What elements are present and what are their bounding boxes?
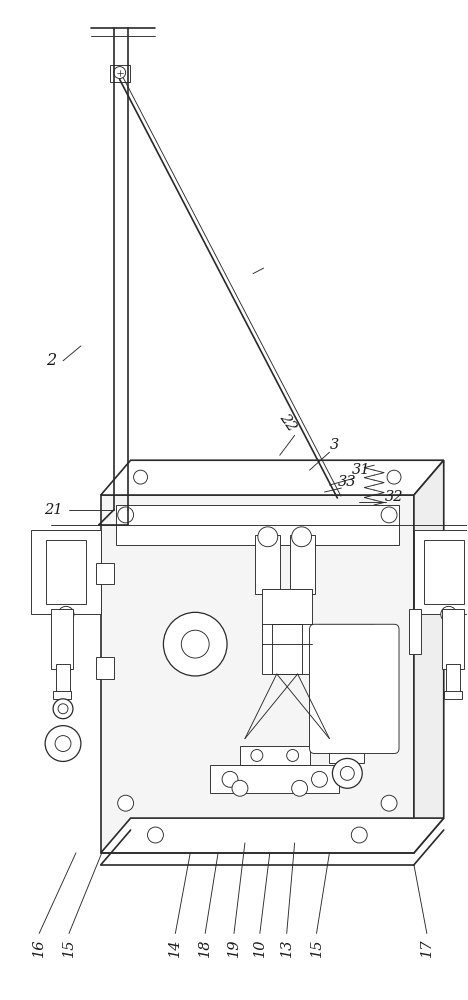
Text: 10: 10 xyxy=(253,938,267,957)
Circle shape xyxy=(251,750,263,761)
Bar xyxy=(442,609,464,669)
Circle shape xyxy=(292,527,312,547)
Bar xyxy=(96,563,114,584)
Text: 3: 3 xyxy=(330,438,339,452)
Text: 15: 15 xyxy=(309,938,323,957)
Bar xyxy=(329,719,364,763)
Bar xyxy=(116,505,399,545)
Bar xyxy=(444,691,461,699)
Bar xyxy=(31,530,101,614)
Circle shape xyxy=(381,507,397,523)
Circle shape xyxy=(58,704,68,714)
FancyBboxPatch shape xyxy=(309,624,399,753)
Circle shape xyxy=(222,771,238,787)
Polygon shape xyxy=(414,460,444,853)
Circle shape xyxy=(117,795,133,811)
Bar xyxy=(414,530,468,614)
Circle shape xyxy=(114,67,125,79)
Circle shape xyxy=(387,470,401,484)
Bar xyxy=(46,540,86,604)
Text: 32: 32 xyxy=(385,490,403,504)
Bar xyxy=(56,664,70,694)
Circle shape xyxy=(117,507,133,523)
Circle shape xyxy=(55,736,71,751)
Circle shape xyxy=(332,758,362,788)
Circle shape xyxy=(351,827,367,843)
Bar xyxy=(96,657,114,679)
Circle shape xyxy=(147,827,163,843)
Circle shape xyxy=(45,726,81,761)
Bar xyxy=(210,765,339,793)
Circle shape xyxy=(287,750,299,761)
Polygon shape xyxy=(101,818,444,853)
Bar xyxy=(290,535,314,594)
Circle shape xyxy=(381,795,397,811)
Circle shape xyxy=(232,780,248,796)
Text: 17: 17 xyxy=(420,938,434,957)
Circle shape xyxy=(340,766,354,780)
Bar xyxy=(53,691,71,699)
Bar xyxy=(446,664,460,694)
Text: 19: 19 xyxy=(227,938,241,957)
Text: 18: 18 xyxy=(198,938,212,957)
Circle shape xyxy=(133,470,147,484)
Bar xyxy=(320,624,374,724)
Bar xyxy=(409,609,421,654)
Text: 2: 2 xyxy=(46,352,56,369)
Text: 33: 33 xyxy=(338,475,357,489)
Text: 31: 31 xyxy=(352,463,371,477)
Bar xyxy=(101,495,414,853)
Bar xyxy=(110,65,130,82)
Circle shape xyxy=(258,527,278,547)
Bar xyxy=(255,535,280,594)
Text: 14: 14 xyxy=(168,938,183,957)
Circle shape xyxy=(292,780,307,796)
Circle shape xyxy=(163,612,227,676)
Bar xyxy=(51,609,73,669)
Circle shape xyxy=(312,771,328,787)
Circle shape xyxy=(181,630,209,658)
Bar xyxy=(424,540,464,604)
Circle shape xyxy=(441,606,457,622)
Text: 16: 16 xyxy=(32,938,46,957)
Polygon shape xyxy=(101,460,444,495)
Bar xyxy=(272,624,301,674)
Bar xyxy=(262,589,312,674)
Bar xyxy=(240,746,309,765)
Circle shape xyxy=(58,606,74,622)
Text: 13: 13 xyxy=(280,938,294,957)
Text: 22: 22 xyxy=(277,411,299,434)
Circle shape xyxy=(338,716,354,732)
Circle shape xyxy=(53,699,73,719)
Text: 15: 15 xyxy=(62,938,76,957)
Text: 21: 21 xyxy=(44,503,62,517)
